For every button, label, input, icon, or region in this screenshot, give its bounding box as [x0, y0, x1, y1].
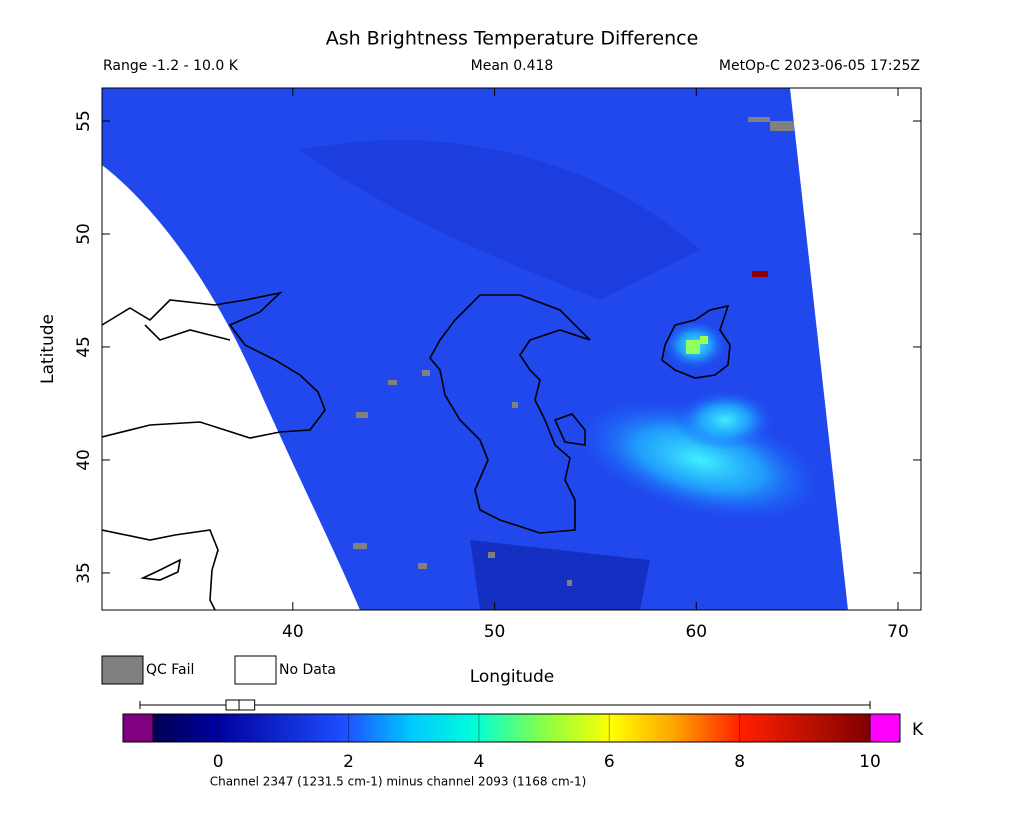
colorbar-tick-label: 0	[213, 752, 224, 772]
colorbar-tick-label: 8	[734, 752, 745, 772]
colorbar-tick-label: 4	[473, 752, 484, 772]
x-axis-label: Longitude	[470, 667, 555, 687]
qc-fail-pixels	[353, 117, 794, 586]
plume	[675, 390, 775, 450]
header-satellite: MetOp-C 2023-06-05 17:25Z	[719, 58, 920, 74]
caption: Channel 2347 (1231.5 cm-1) minus channel…	[210, 775, 587, 789]
colorbar-over	[869, 713, 901, 743]
x-tick-label: 70	[887, 622, 909, 642]
map-frame	[101, 87, 922, 611]
x-tick-label: 50	[484, 622, 506, 642]
colorbar-unit: K	[912, 720, 924, 740]
colorbar-tick-label: 2	[343, 752, 354, 772]
plume-core	[700, 336, 708, 344]
x-tick-label: 60	[685, 622, 707, 642]
legend-label: QC Fail	[146, 662, 194, 678]
colorbar-tick-label: 6	[604, 752, 615, 772]
header-mean: Mean 0.418	[471, 58, 554, 74]
swath-dark	[470, 540, 650, 610]
colorbar-frame	[122, 713, 901, 743]
y-tick-label: 50	[74, 223, 94, 245]
legend-swatch	[234, 655, 277, 685]
plume-core	[686, 340, 700, 354]
y-tick-label: 55	[74, 110, 94, 132]
y-tick-label: 35	[74, 562, 94, 584]
colorbar	[153, 714, 870, 742]
legend-label: No Data	[279, 662, 336, 678]
map-image	[102, 88, 848, 610]
x-tick-label: 40	[282, 622, 304, 642]
title: Ash Brightness Temperature Difference	[326, 28, 699, 50]
stats-box	[225, 699, 256, 711]
y-tick-label: 45	[74, 336, 94, 358]
colorbar-tick-label: 10	[859, 752, 881, 772]
y-axis-label: Latitude	[38, 314, 58, 384]
hot-pixel	[752, 271, 768, 277]
swath-dark	[300, 140, 700, 300]
coastlines	[102, 291, 731, 610]
header-range: Range -1.2 - 10.0 K	[103, 58, 239, 74]
colorbar-under	[122, 713, 154, 743]
y-tick-label: 40	[74, 449, 94, 471]
legend-swatch	[101, 655, 144, 685]
